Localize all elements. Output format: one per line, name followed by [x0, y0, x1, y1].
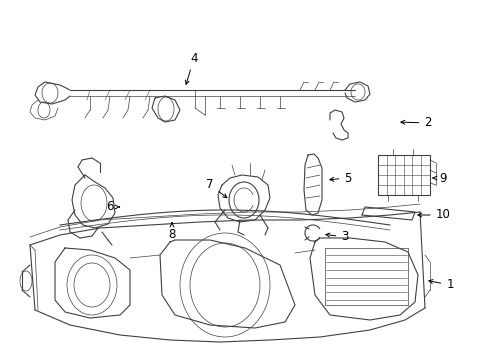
Text: 8: 8 — [168, 223, 175, 242]
Text: 5: 5 — [329, 171, 351, 184]
Text: 6: 6 — [106, 201, 119, 213]
Text: 3: 3 — [325, 230, 348, 243]
Text: 10: 10 — [417, 208, 449, 221]
Text: 1: 1 — [428, 279, 453, 292]
Text: 4: 4 — [185, 51, 197, 84]
Text: 7: 7 — [206, 179, 226, 198]
Bar — [377, 155, 429, 195]
Text: 9: 9 — [432, 171, 446, 184]
Text: 2: 2 — [400, 117, 431, 130]
